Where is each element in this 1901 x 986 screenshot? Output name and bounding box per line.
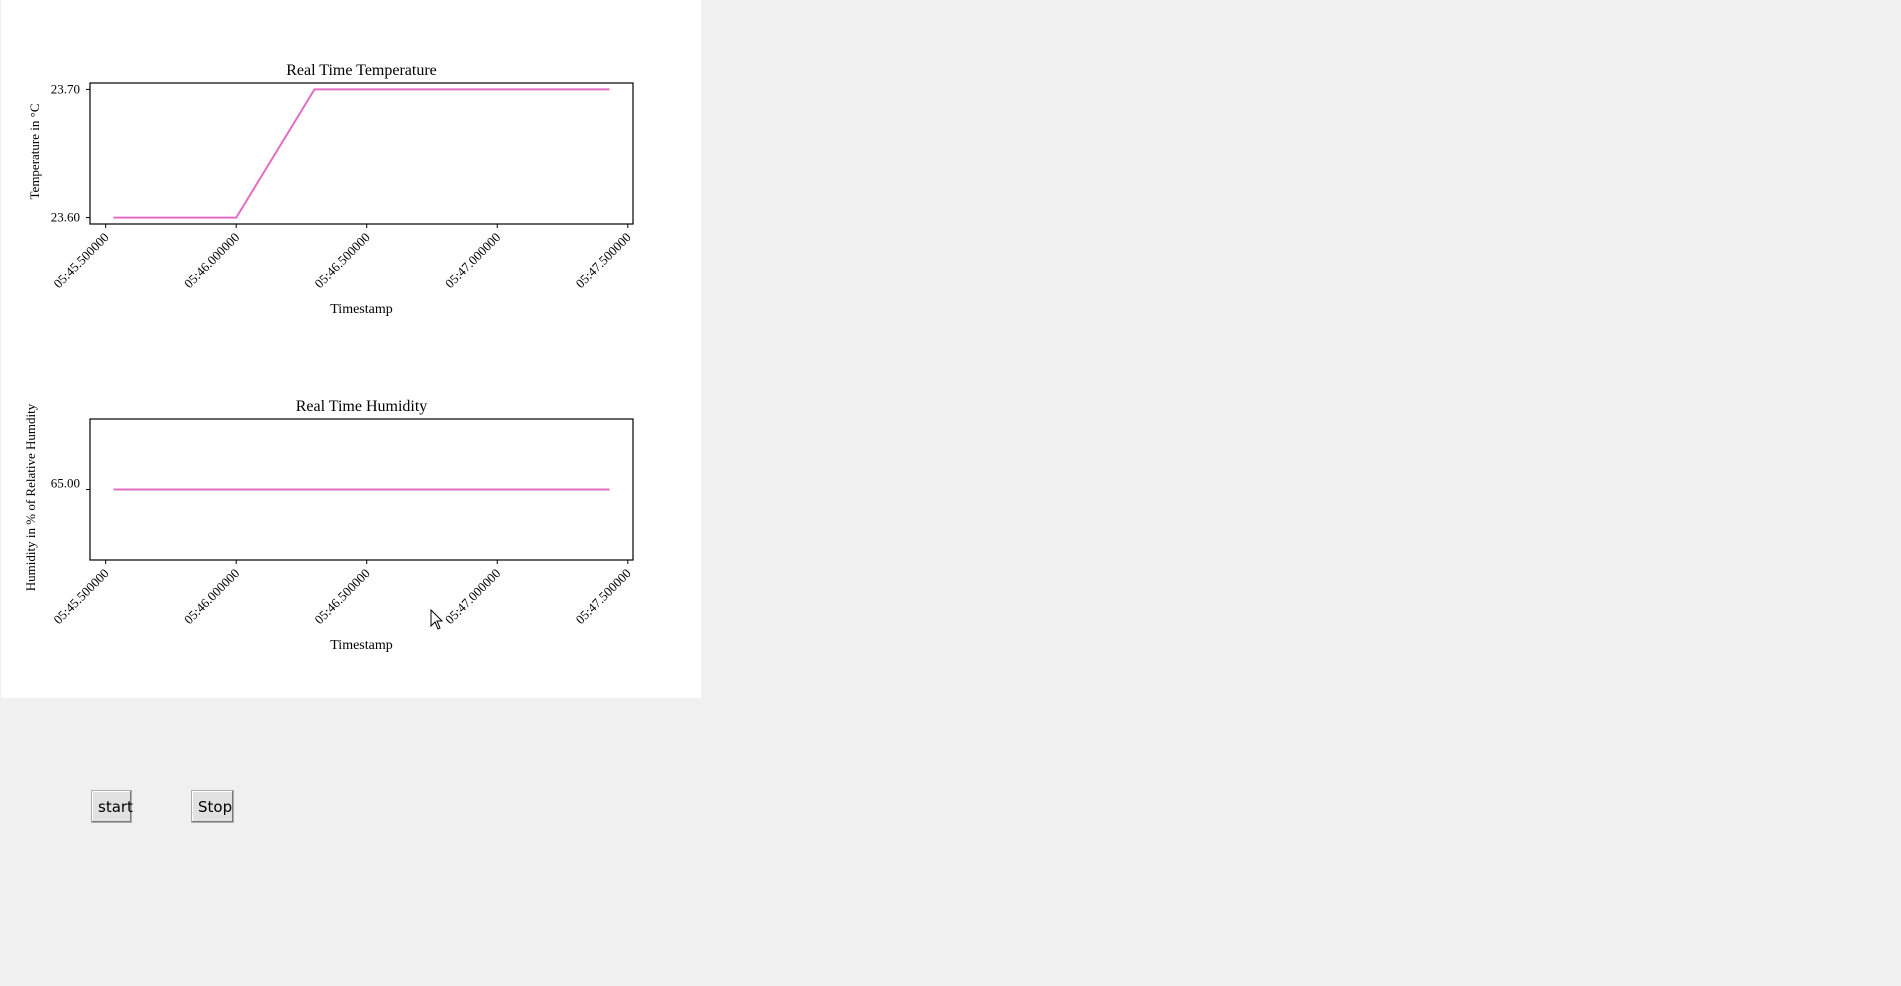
x-axis-label: Timestamp bbox=[330, 302, 393, 317]
y-axis-label: Humidity in % of Relative Humdity bbox=[23, 403, 38, 591]
y-tick-label: 23.70 bbox=[51, 81, 80, 96]
x-tick-label: 05:47.500000 bbox=[572, 566, 633, 627]
y-tick-label: 65.00 bbox=[51, 476, 80, 491]
chart-title: Real Time Temperature bbox=[286, 62, 437, 79]
series-line bbox=[113, 88, 610, 219]
x-tick-label: 05:46.000000 bbox=[181, 566, 242, 627]
chart-title: Real Time Humidity bbox=[296, 398, 428, 415]
plot-frame bbox=[89, 82, 634, 225]
x-axis-label: Timestamp bbox=[330, 638, 393, 653]
y-axis-label: Temperature in °C bbox=[27, 104, 42, 200]
start-button[interactable]: start bbox=[91, 790, 133, 823]
x-tick-label: 05:46.500000 bbox=[311, 566, 372, 627]
x-tick-label: 05:47.000000 bbox=[442, 566, 503, 627]
x-tick-label: 05:45.500000 bbox=[50, 566, 111, 627]
plot-canvas: Real Time Temperature 05:45.500000 05:46.0… bbox=[1, 0, 701, 698]
humidity-chart: Real Time Humidity 05:45.500000 05:46.0000… bbox=[23, 398, 634, 653]
y-tick-label: 23.60 bbox=[51, 210, 80, 225]
mouse-cursor-icon bbox=[430, 609, 444, 630]
stop-button[interactable]: Stop bbox=[191, 790, 234, 823]
